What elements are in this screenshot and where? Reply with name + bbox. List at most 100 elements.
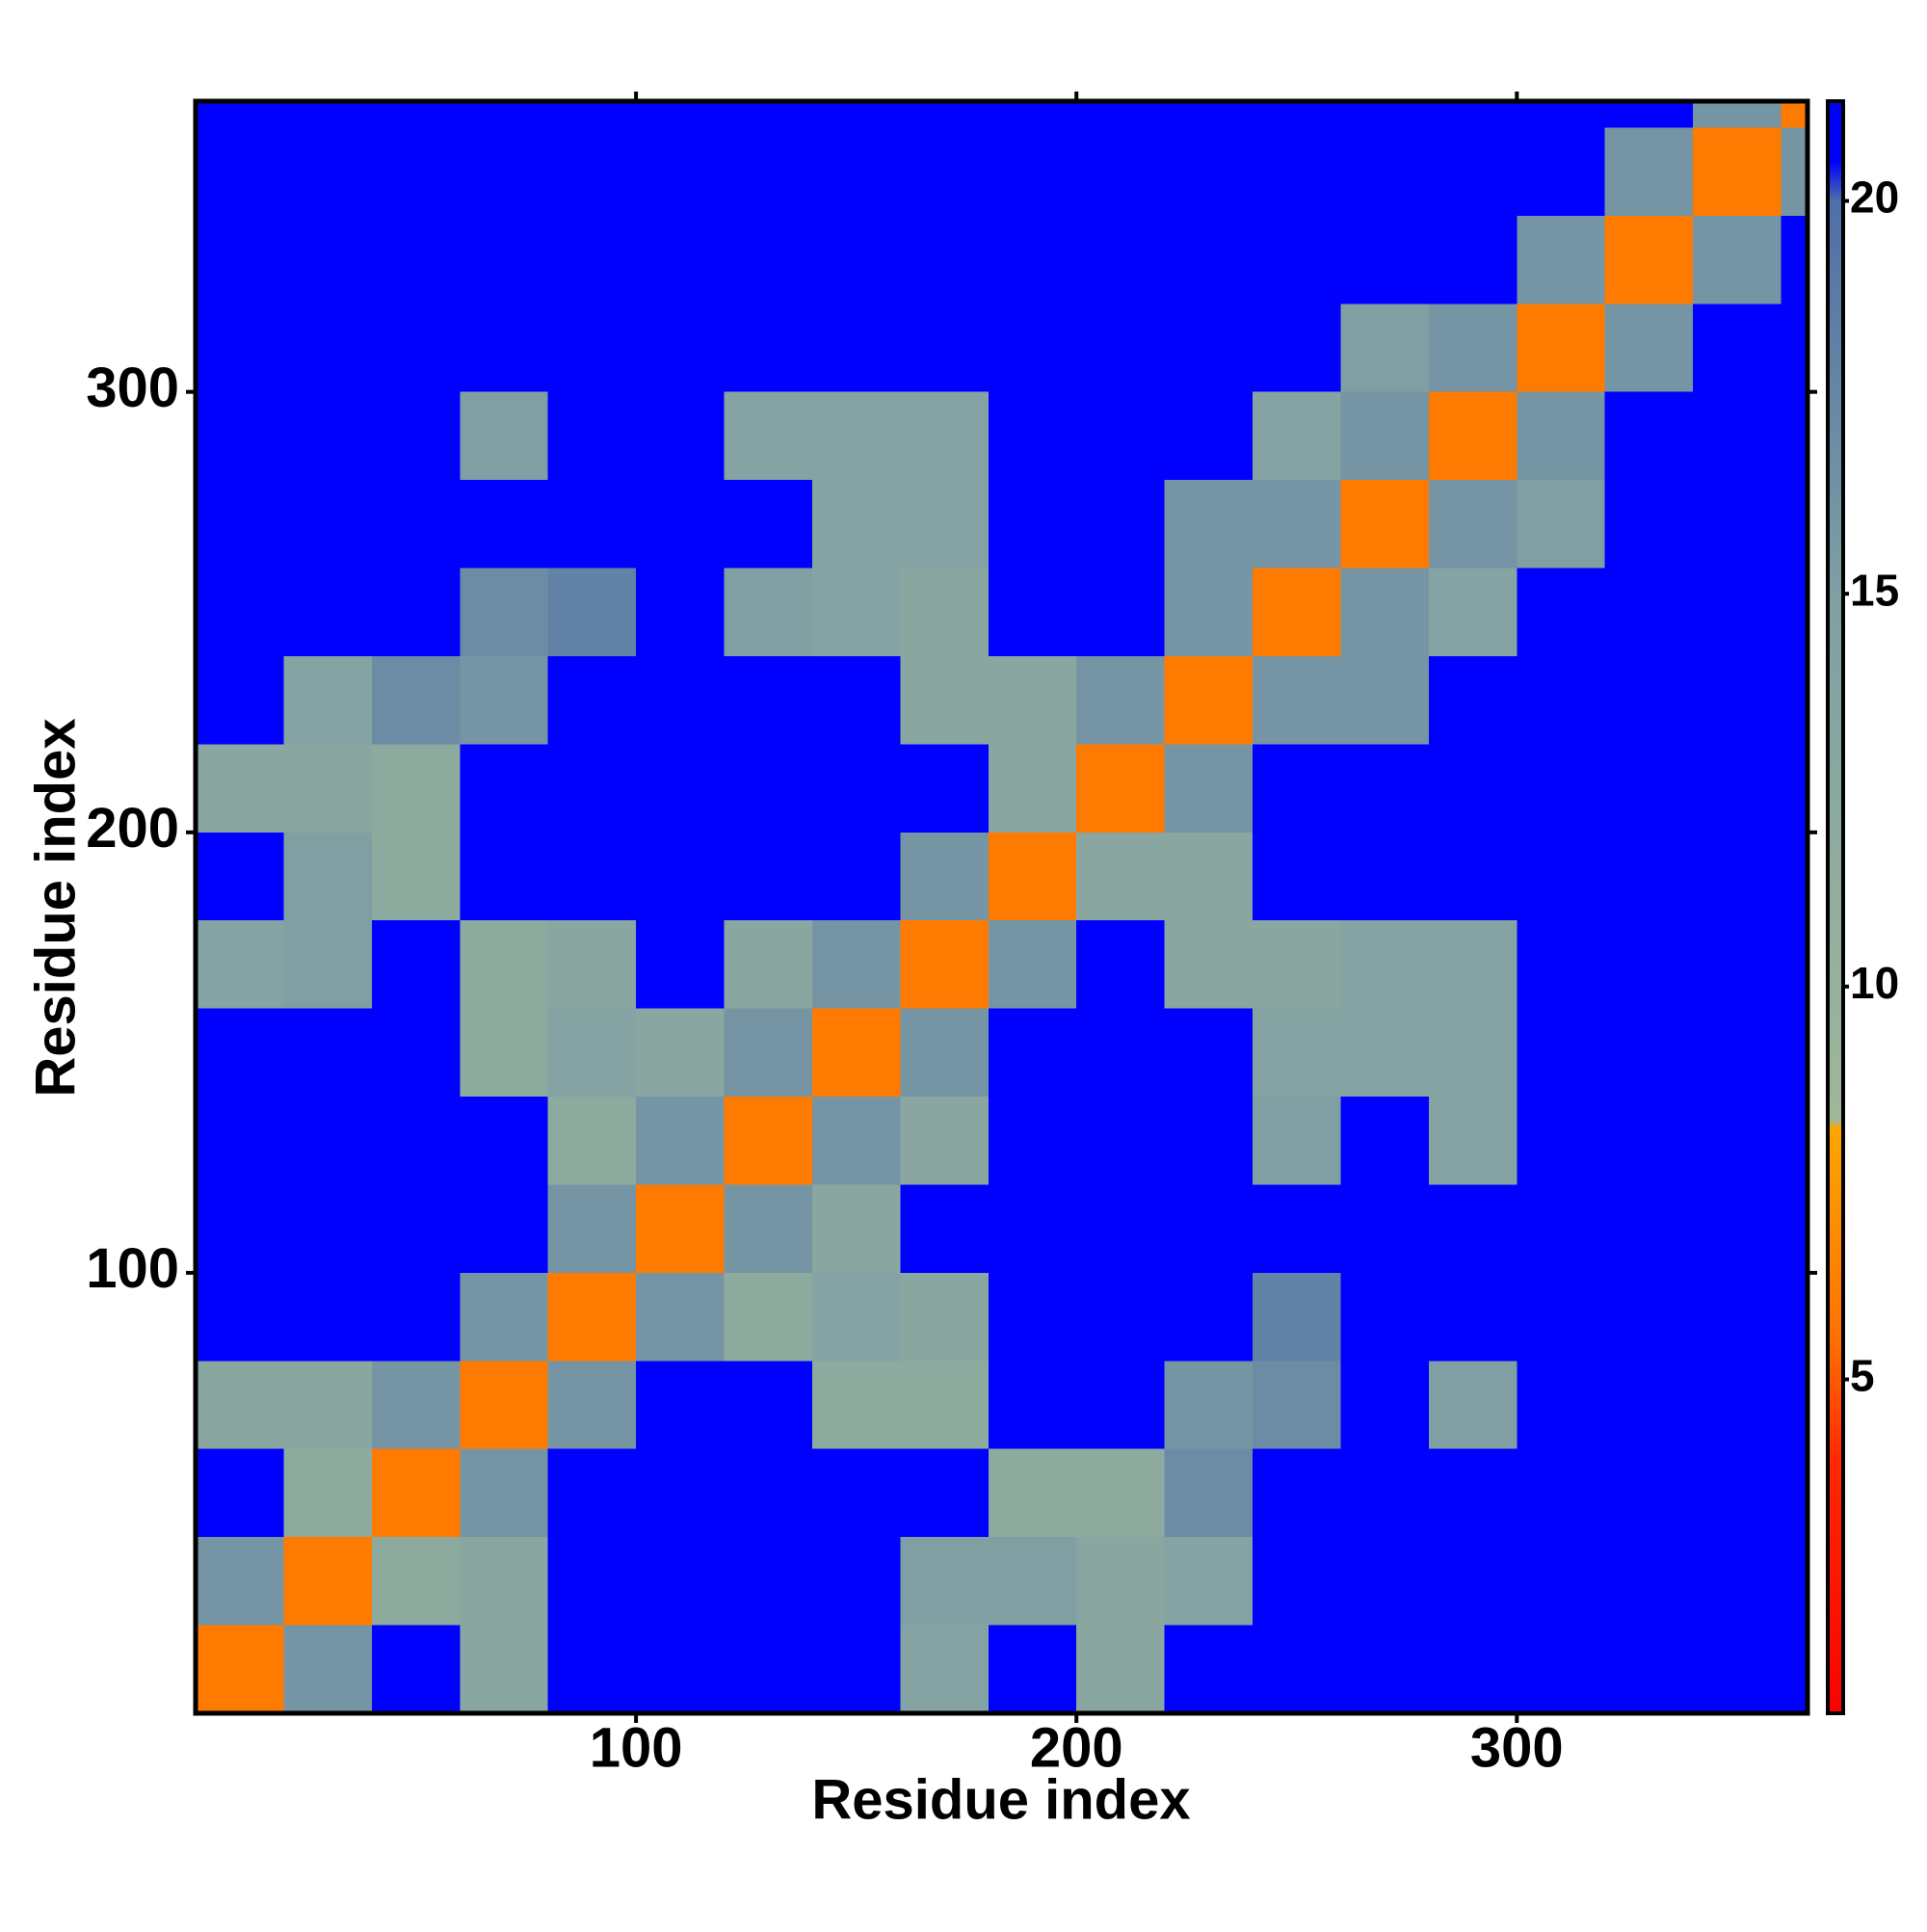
- cell: [1340, 832, 1429, 921]
- cell: [1076, 568, 1165, 656]
- cell: [900, 1625, 989, 1713]
- cell: [1428, 1184, 1518, 1273]
- cell: [1340, 1361, 1429, 1449]
- cell: [1076, 1448, 1165, 1538]
- cell: [636, 655, 725, 745]
- x-tick-label: 300: [1470, 1716, 1564, 1779]
- cell: [1781, 304, 1808, 392]
- cell: [196, 655, 284, 745]
- cell: [724, 215, 812, 304]
- cell: [1253, 1448, 1341, 1538]
- cell: [636, 391, 725, 481]
- cell: [1253, 568, 1341, 656]
- cell: [1076, 391, 1165, 481]
- cell: [1517, 920, 1605, 1009]
- cell: [1517, 568, 1605, 656]
- cell: [811, 127, 901, 216]
- cell: [547, 744, 637, 833]
- x-tick-label: 100: [590, 1716, 683, 1779]
- cell: [1517, 215, 1605, 304]
- cell: [283, 1537, 372, 1626]
- cell: [1340, 127, 1429, 216]
- cell: [988, 832, 1077, 921]
- cell: [1340, 744, 1429, 833]
- cell: [811, 480, 901, 569]
- cell: [1253, 1008, 1341, 1098]
- cell: [724, 1625, 812, 1713]
- cell: [988, 1448, 1077, 1538]
- cell: [811, 1184, 901, 1273]
- cell: [283, 832, 372, 921]
- cell: [1076, 1361, 1165, 1449]
- colorbar-tick-label: 10: [1850, 958, 1899, 1008]
- cell: [811, 1097, 901, 1185]
- x-tick-label: 200: [1030, 1716, 1123, 1779]
- cell: [724, 1008, 812, 1098]
- colorbar-tick-label: 15: [1850, 565, 1899, 615]
- cell: [371, 832, 461, 921]
- cell: [1693, 744, 1782, 833]
- cell: [1693, 1272, 1782, 1362]
- cell: [1604, 304, 1694, 392]
- cell: [636, 127, 725, 216]
- cell: [547, 1184, 637, 1273]
- cell: [460, 1448, 548, 1538]
- cell: [460, 1184, 548, 1273]
- cell: [1164, 391, 1254, 481]
- cell: [547, 568, 637, 656]
- cell: [900, 920, 989, 1009]
- cell: [1164, 1272, 1254, 1362]
- cell: [460, 1097, 548, 1185]
- cell: [636, 920, 725, 1009]
- cell: [636, 832, 725, 921]
- cell: [900, 1448, 989, 1538]
- cell: [283, 391, 372, 481]
- cell: [988, 304, 1077, 392]
- cell: [1428, 391, 1518, 481]
- cell: [811, 1448, 901, 1538]
- cell: [1253, 101, 1341, 128]
- cell: [1517, 127, 1605, 216]
- cell: [811, 1537, 901, 1626]
- cell: [1693, 832, 1782, 921]
- cell: [1781, 1537, 1808, 1626]
- cell: [1164, 744, 1254, 833]
- cell: [636, 1272, 725, 1362]
- cell: [1076, 215, 1165, 304]
- cell: [1781, 655, 1808, 745]
- cell: [547, 1272, 637, 1362]
- cell: [371, 127, 461, 216]
- cell: [988, 101, 1077, 128]
- cell: [371, 1008, 461, 1098]
- cell: [1076, 304, 1165, 392]
- cell: [1517, 1184, 1605, 1273]
- cell: [1604, 920, 1694, 1009]
- cell: [1693, 568, 1782, 656]
- cell: [1781, 1361, 1808, 1449]
- cell: [196, 920, 284, 1009]
- cell: [1693, 1625, 1782, 1713]
- cell: [900, 215, 989, 304]
- cell: [283, 101, 372, 128]
- cell: [283, 655, 372, 745]
- cell: [1164, 1625, 1254, 1713]
- cell: [724, 304, 812, 392]
- cell: [196, 1184, 284, 1273]
- cell: [1340, 304, 1429, 392]
- cell: [724, 1448, 812, 1538]
- cell: [988, 1361, 1077, 1449]
- cell: [460, 127, 548, 216]
- cell: [460, 832, 548, 921]
- cell: [1604, 1448, 1694, 1538]
- cell: [1340, 568, 1429, 656]
- cell: [1253, 1537, 1341, 1626]
- cell: [1076, 1008, 1165, 1098]
- cell: [1781, 127, 1808, 216]
- cell: [1517, 1625, 1605, 1713]
- cell: [460, 391, 548, 481]
- cell: [724, 920, 812, 1009]
- cell: [1604, 568, 1694, 656]
- cell: [371, 744, 461, 833]
- cell: [1604, 127, 1694, 216]
- cell: [811, 215, 901, 304]
